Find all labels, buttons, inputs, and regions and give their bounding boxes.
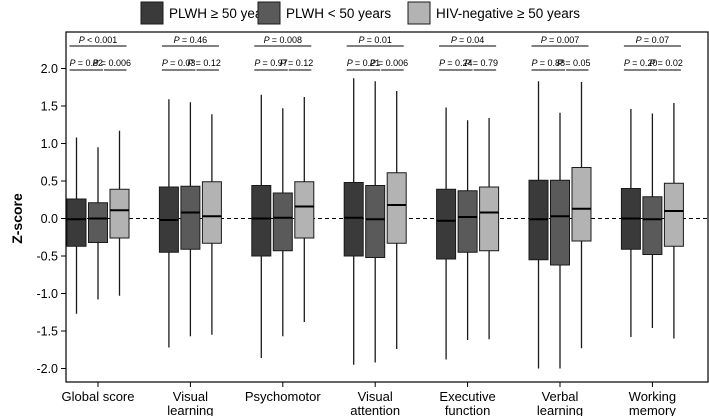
y-tick-label: 0.0 bbox=[41, 212, 58, 226]
y-tick-label: -1.0 bbox=[36, 287, 58, 301]
p-value-label: P = 0.46 bbox=[174, 35, 207, 45]
y-tick-label: 2.0 bbox=[41, 62, 58, 76]
y-tick-label: 1.0 bbox=[41, 137, 58, 151]
box bbox=[386, 172, 407, 244]
legend-swatch bbox=[407, 1, 431, 25]
box-group bbox=[436, 107, 500, 360]
p-value-label: P = 0.21 bbox=[347, 58, 380, 68]
box bbox=[201, 181, 222, 244]
box bbox=[109, 188, 130, 239]
box-group bbox=[620, 103, 684, 339]
p-value-label: P = 0.007 bbox=[541, 35, 579, 45]
box-group bbox=[528, 81, 592, 369]
legend-swatch bbox=[257, 1, 281, 25]
x-tick-label: learning bbox=[537, 403, 583, 416]
p-value-label: P = 0.03 bbox=[162, 58, 195, 68]
legend-label: PLWH ≥ 50 years bbox=[169, 6, 274, 21]
x-tick-label: function bbox=[445, 403, 491, 416]
plot-area bbox=[65, 31, 709, 383]
box bbox=[642, 196, 663, 255]
y-tick-label: -2.0 bbox=[36, 362, 58, 376]
box bbox=[436, 188, 457, 260]
legend-item: HIV-negative ≥ 50 years bbox=[407, 1, 580, 25]
x-tick-label: attention bbox=[350, 403, 400, 416]
box bbox=[272, 192, 293, 252]
legend: PLWH ≥ 50 years PLWH < 50 years HIV-negati… bbox=[140, 1, 580, 25]
p-value-label: P = 0.07 bbox=[636, 35, 669, 45]
p-value-label: P = 0.05 bbox=[557, 58, 590, 68]
legend-label: PLWH < 50 years bbox=[286, 6, 391, 21]
y-tick-label: 0.5 bbox=[41, 175, 58, 189]
x-tick-label: Visual bbox=[173, 389, 208, 404]
legend-item: PLWH ≥ 50 years bbox=[140, 1, 274, 25]
p-value-label: P = 0.24 bbox=[439, 58, 472, 68]
p-value-label: P = 0.82 bbox=[70, 58, 103, 68]
p-value-label: P < 0.001 bbox=[79, 35, 117, 45]
box-group bbox=[158, 99, 222, 348]
y-tick-label: -1.5 bbox=[36, 325, 58, 339]
box-group bbox=[66, 130, 130, 314]
box bbox=[571, 167, 592, 242]
x-tick-label: Global score bbox=[62, 389, 135, 404]
legend-label: HIV-negative ≥ 50 years bbox=[436, 6, 580, 21]
y-tick-label: -0.5 bbox=[36, 250, 58, 264]
p-value-label: P = 0.008 bbox=[264, 35, 302, 45]
y-tick-label: 1.5 bbox=[41, 100, 58, 114]
box bbox=[457, 190, 478, 253]
x-tick-label: Executive bbox=[439, 389, 495, 404]
box bbox=[343, 182, 364, 257]
box bbox=[251, 185, 272, 257]
box bbox=[294, 181, 315, 239]
p-value-label: P = 0.02 bbox=[649, 58, 682, 68]
p-value-label: P = 0.04 bbox=[451, 35, 484, 45]
x-tick-label: Psychomotor bbox=[245, 389, 322, 404]
x-tick-label: Working bbox=[629, 389, 676, 404]
x-tick-label: Verbal bbox=[542, 389, 579, 404]
p-value-label: P = 0.01 bbox=[358, 35, 391, 45]
box bbox=[365, 185, 386, 258]
p-value-label: P = 0.006 bbox=[93, 58, 131, 68]
box bbox=[180, 185, 201, 250]
p-value-label: P = 0.20 bbox=[624, 58, 657, 68]
p-value-label: P = 0.12 bbox=[280, 58, 313, 68]
box bbox=[663, 182, 684, 247]
y-axis: -2.0 -1.5 -1.0 -0.5 0.0 0.5 1.0 1.5 2.0 Z-score bbox=[9, 62, 66, 376]
p-value-label: P = 0.88 bbox=[532, 58, 565, 68]
p-value-label: P = 0.97 bbox=[254, 58, 287, 68]
y-axis-label: Z-score bbox=[9, 193, 25, 244]
box bbox=[479, 186, 500, 252]
x-tick-label: memory bbox=[629, 403, 676, 416]
plot-border bbox=[65, 31, 709, 383]
x-tick-label: Visual bbox=[358, 389, 393, 404]
legend-swatch bbox=[140, 1, 164, 25]
p-value-label: P = 0.79 bbox=[465, 58, 498, 68]
p-value-label: P = 0.12 bbox=[187, 58, 220, 68]
p-value-label: P = 0.006 bbox=[370, 58, 408, 68]
box bbox=[88, 202, 108, 243]
box bbox=[550, 179, 570, 266]
x-tick-label: learning bbox=[167, 403, 213, 416]
box-group bbox=[251, 94, 315, 358]
box-group bbox=[343, 78, 407, 365]
box bbox=[66, 198, 87, 247]
legend-item: PLWH < 50 years bbox=[257, 1, 391, 25]
